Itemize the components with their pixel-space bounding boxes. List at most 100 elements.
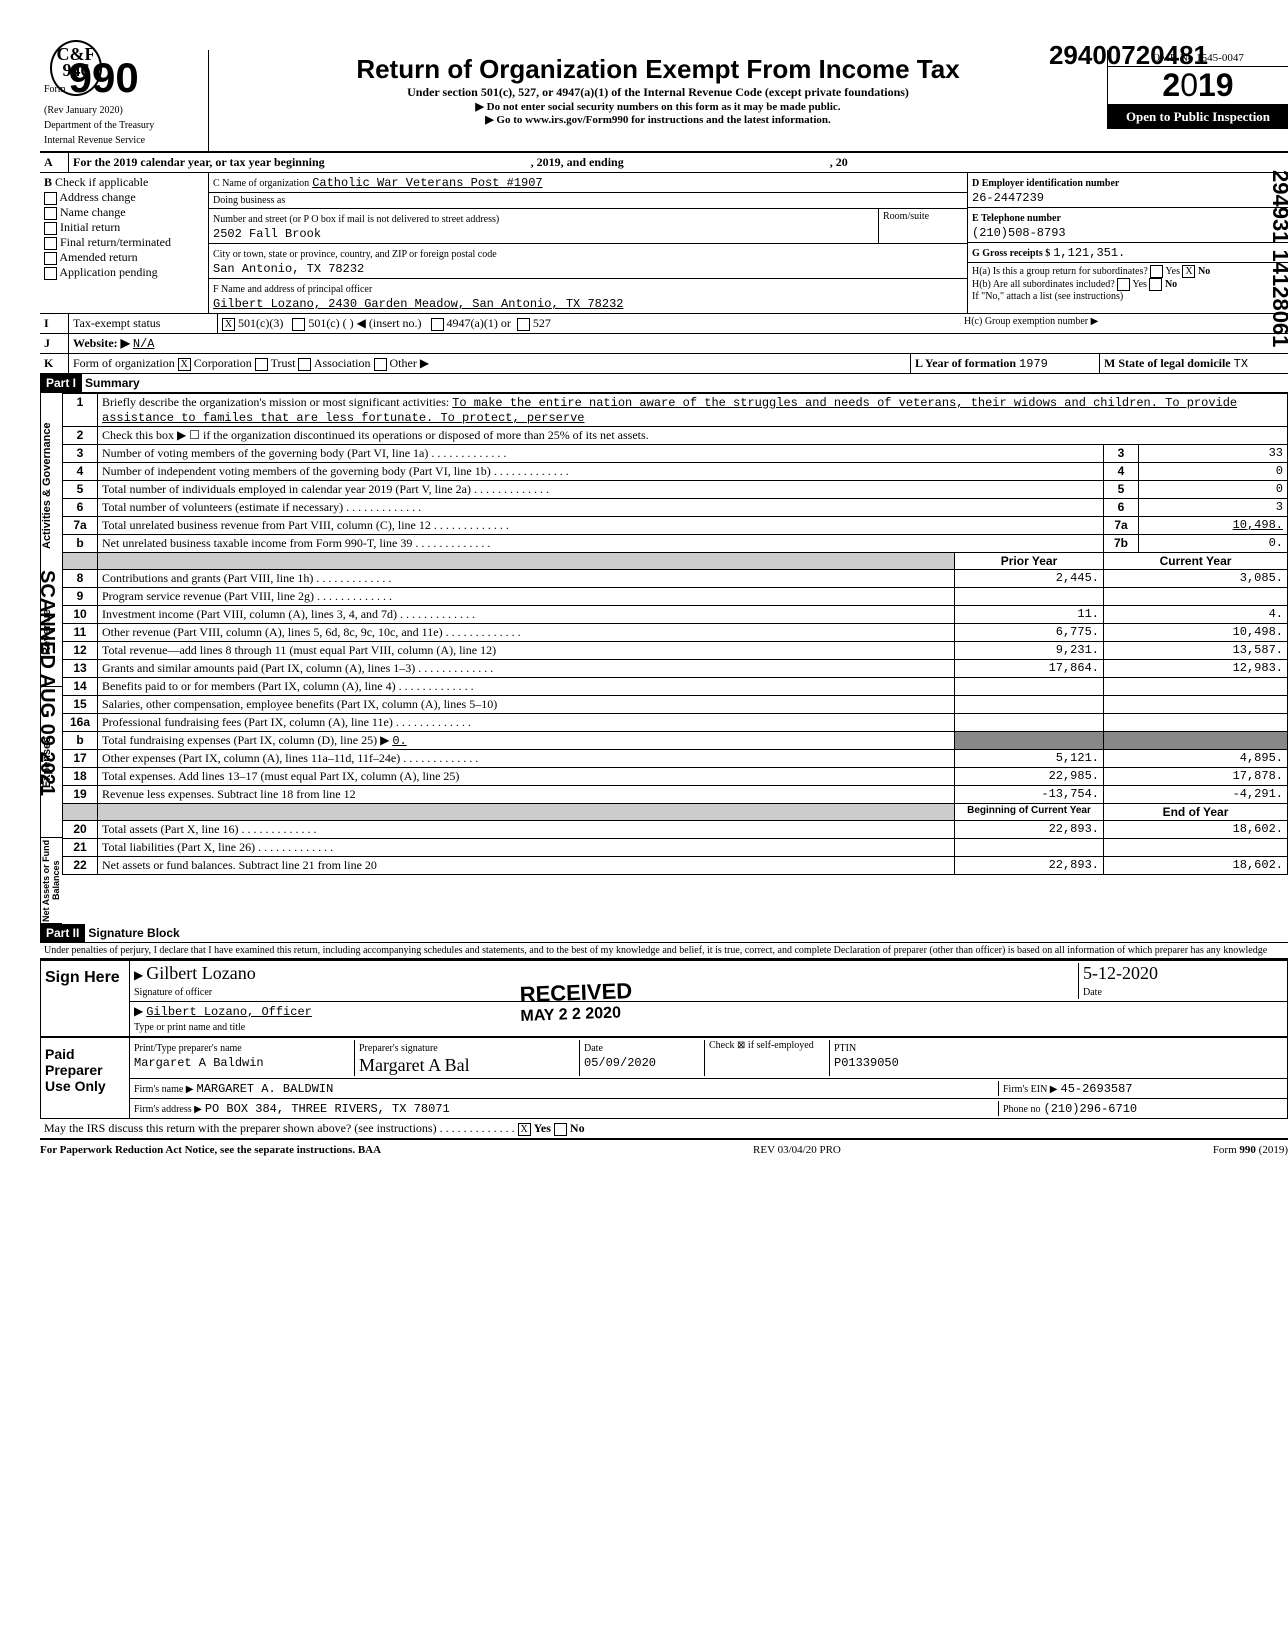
- street-label: Number and street (or P O box if mail is…: [213, 214, 499, 225]
- l21l: Total liabilities (Part X, line 26): [102, 840, 255, 854]
- checkbox-amended[interactable]: [44, 252, 57, 265]
- corp-box[interactable]: X: [178, 358, 191, 371]
- line4-label: Number of independent voting members of …: [102, 464, 491, 478]
- main-title: Return of Organization Exempt From Incom…: [213, 54, 1103, 85]
- l14l: Benefits paid to or for members (Part IX…: [102, 679, 396, 693]
- line16b: bTotal fundraising expenses (Part IX, co…: [63, 732, 1288, 750]
- officer-sig: Gilbert Lozano: [146, 963, 255, 983]
- l16bp: [955, 732, 1104, 750]
- l22n: 22: [63, 857, 98, 875]
- name-label: Type or print name and title: [134, 1022, 245, 1033]
- checkbox-address-change[interactable]: [44, 192, 57, 205]
- footer: For Paperwork Reduction Act Notice, see …: [40, 1140, 1288, 1160]
- prep-date: 05/09/2020: [584, 1056, 656, 1070]
- part2-header-row: Part II Signature Block: [40, 924, 1288, 943]
- line20: 20Total assets (Part X, line 16)22,893.1…: [63, 821, 1288, 839]
- title-box: Return of Organization Exempt From Incom…: [209, 50, 1107, 130]
- header-block: B Check if applicable Address change Nam…: [40, 173, 1288, 314]
- net-label: Net Assets or Fund Balances: [40, 838, 62, 924]
- hb-yes: Yes: [1132, 279, 1147, 290]
- part1-lines: 1 Briefly describe the organization's mi…: [62, 393, 1288, 924]
- ptl: PTIN: [834, 1043, 856, 1054]
- line7a-num: 7a: [63, 517, 98, 535]
- checkbox-initial[interactable]: [44, 222, 57, 235]
- tax-year: 20201919: [1108, 67, 1288, 105]
- line1-num: 1: [63, 394, 98, 427]
- discuss-yes-box[interactable]: X: [518, 1123, 531, 1136]
- 501c3-box[interactable]: X: [222, 318, 235, 331]
- prior-header: Prior Year: [955, 553, 1104, 570]
- check-if-applicable: Check if applicable: [55, 175, 148, 189]
- l11l: Other revenue (Part VIII, column (A), li…: [102, 625, 443, 639]
- discuss-no-box[interactable]: [554, 1123, 567, 1136]
- line5-num: 5: [63, 481, 98, 499]
- revenue-label: Revenue: [40, 578, 62, 687]
- l13c: 12,983.: [1104, 660, 1288, 678]
- l19p: -13,754.: [955, 786, 1104, 804]
- footer-right: Form 990 (2019): [1213, 1144, 1288, 1156]
- form-rev: (Rev January 2020): [44, 105, 123, 116]
- l16ac: [1104, 714, 1288, 732]
- l10n: 10: [63, 606, 98, 624]
- ha-yes-box[interactable]: [1150, 265, 1163, 278]
- ha-yes: Yes: [1165, 266, 1180, 277]
- fnl: Firm's name ▶: [134, 1084, 194, 1095]
- line3: 3 Number of voting members of the govern…: [63, 445, 1288, 463]
- city: San Antonio, TX 78232: [213, 262, 364, 276]
- col-b: B Check if applicable Address change Nam…: [40, 173, 209, 313]
- 4947-box[interactable]: [431, 318, 444, 331]
- trust-box[interactable]: [255, 358, 268, 371]
- discuss-no: No: [570, 1121, 585, 1135]
- hc-label: H(c) Group exemption number ▶: [964, 316, 1098, 327]
- part2-header: Part II: [40, 924, 85, 942]
- line7b-box: 7b: [1104, 535, 1139, 553]
- l8c: 3,085.: [1104, 570, 1288, 588]
- line18: 18Total expenses. Add lines 13–17 (must …: [63, 768, 1288, 786]
- opt-pending: Application pending: [59, 265, 157, 279]
- firm-ein: 45-2693587: [1061, 1082, 1133, 1096]
- part1-header-row: Part I Summary: [40, 374, 1288, 393]
- line7b-label: Net unrelated business taxable income fr…: [102, 536, 412, 550]
- l19n: 19: [63, 786, 98, 804]
- col-right: D Employer identification number 26-2447…: [967, 173, 1288, 313]
- other-box[interactable]: [374, 358, 387, 371]
- line5-val: 0: [1139, 481, 1288, 499]
- checkbox-pending[interactable]: [44, 267, 57, 280]
- line19: 19Revenue less expenses. Subtract line 1…: [63, 786, 1288, 804]
- line7a-box: 7a: [1104, 517, 1139, 535]
- assoc-box[interactable]: [298, 358, 311, 371]
- checkbox-final[interactable]: [44, 237, 57, 250]
- line17: 17Other expenses (Part IX, column (A), l…: [63, 750, 1288, 768]
- line8: 8Contributions and grants (Part VIII, li…: [63, 570, 1288, 588]
- l14p: [955, 678, 1104, 696]
- part1-header: Part I: [40, 374, 82, 392]
- opt-initial: Initial return: [60, 220, 120, 234]
- logo-stamp: C&F 946: [50, 40, 102, 96]
- l16bc: [1104, 732, 1288, 750]
- hb-yes-box[interactable]: [1117, 278, 1130, 291]
- form-dept: Department of the Treasury: [44, 120, 154, 131]
- l8l: Contributions and grants (Part VIII, lin…: [102, 571, 313, 585]
- l19l: Revenue less expenses. Subtract line 18 …: [98, 786, 955, 804]
- hb-no: No: [1165, 279, 1177, 290]
- line1-label: Briefly describe the organization's miss…: [102, 395, 449, 409]
- line3-val: 33: [1139, 445, 1288, 463]
- 527-box[interactable]: [517, 318, 530, 331]
- 501c-box[interactable]: [292, 318, 305, 331]
- instr2: ▶ Go to www.irs.gov/Form990 for instruct…: [213, 113, 1103, 126]
- discuss-text: May the IRS discuss this return with the…: [44, 1121, 437, 1135]
- top-stamp: 29400720481: [1049, 40, 1208, 71]
- l18l: Total expenses. Add lines 13–17 (must eq…: [98, 768, 955, 786]
- line7a-val: 10,498.: [1139, 517, 1288, 535]
- hb-no-box[interactable]: [1149, 278, 1162, 291]
- ha-no-box[interactable]: X: [1182, 265, 1195, 278]
- line6-box: 6: [1104, 499, 1139, 517]
- date-label: Date: [1083, 987, 1102, 998]
- checkbox-name-change[interactable]: [44, 207, 57, 220]
- l12p: 9,231.: [955, 642, 1104, 660]
- row-b-label: B: [44, 175, 52, 189]
- assoc: Association: [314, 356, 371, 370]
- 501c-insert: ) ◀ (insert no.): [350, 316, 422, 330]
- line4-box: 4: [1104, 463, 1139, 481]
- col-headers: Prior Year Current Year: [63, 553, 1288, 570]
